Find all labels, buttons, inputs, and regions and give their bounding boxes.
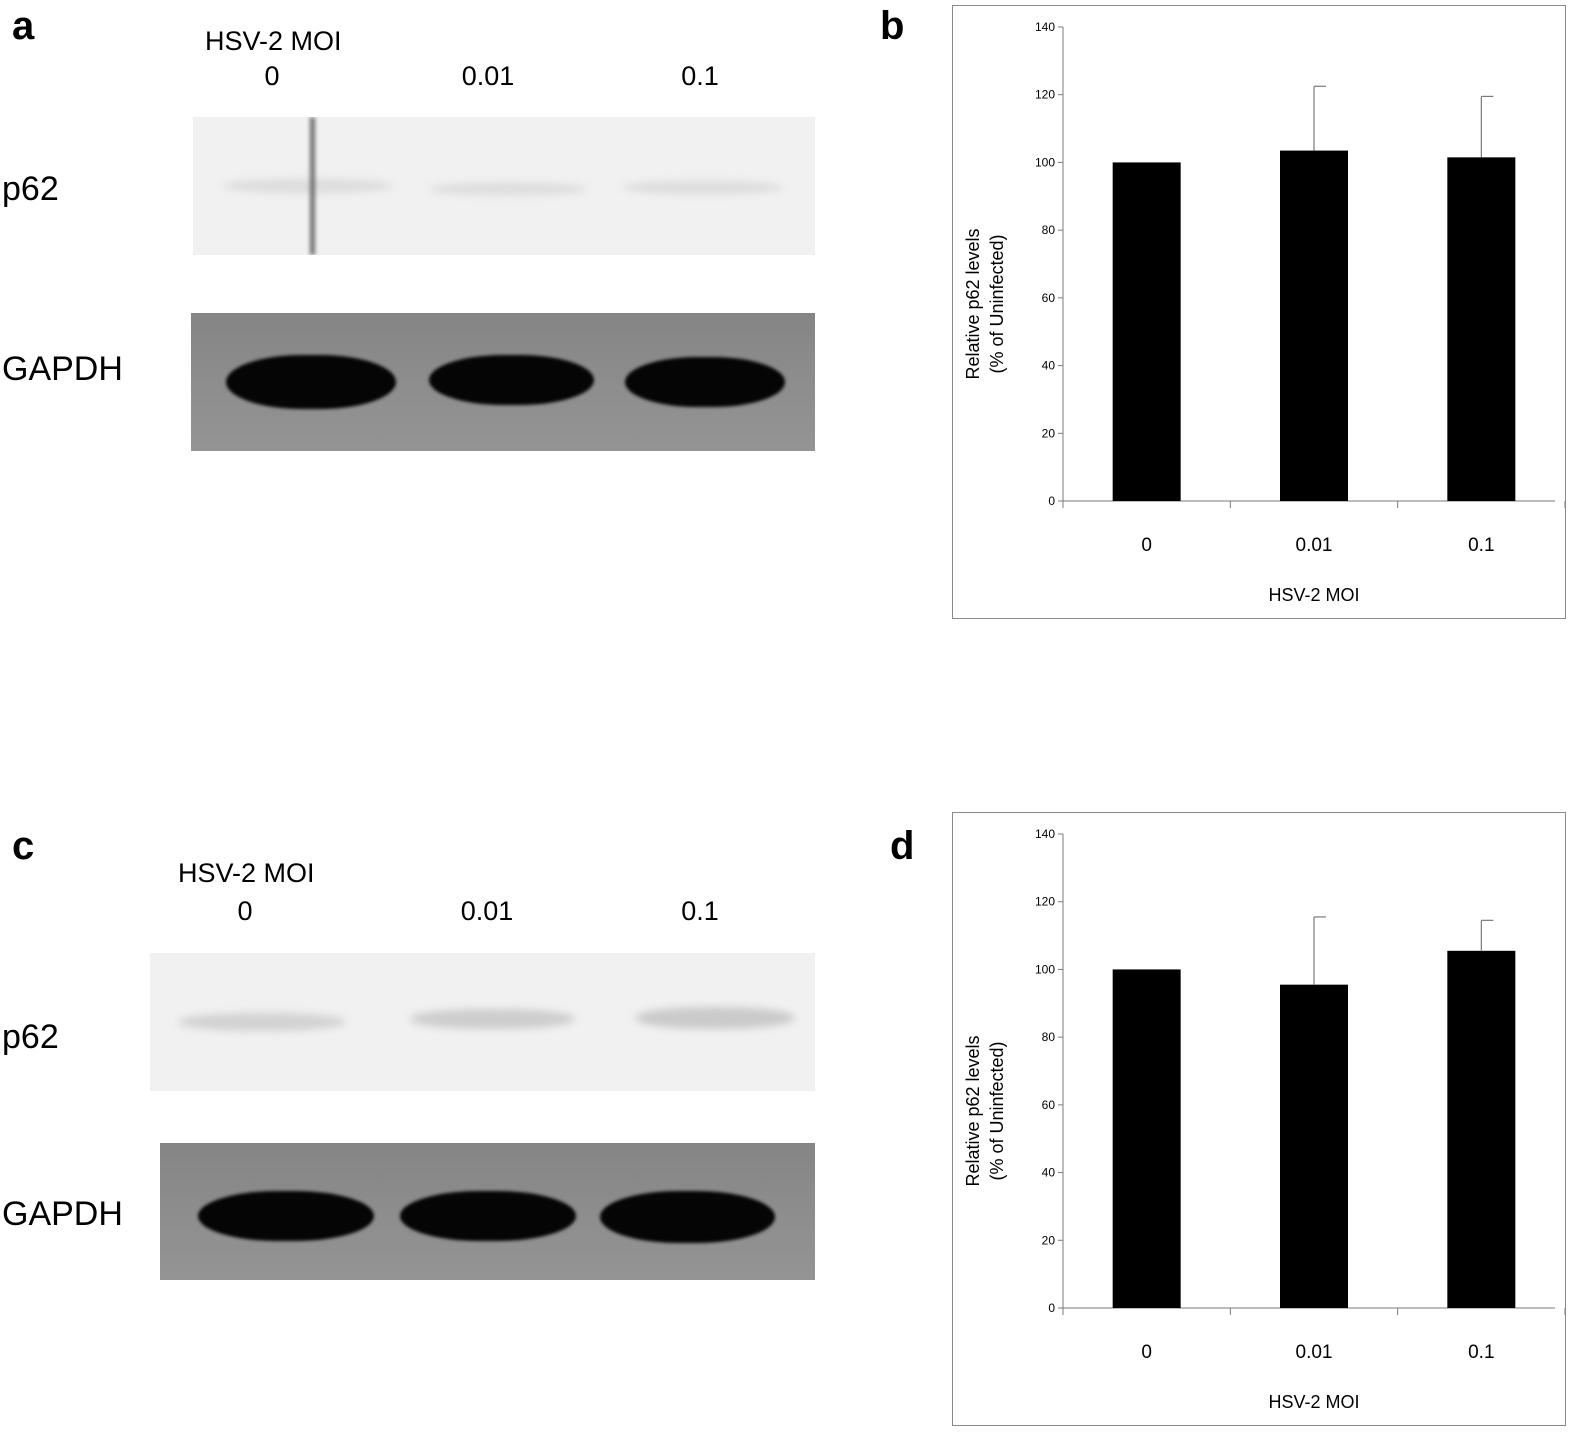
chart-d-y-tick-label-5: 100 bbox=[1035, 962, 1055, 976]
chart-d-y-label-line2: (% of Uninfected) bbox=[987, 1041, 1007, 1180]
chart-b-x-tick-label-0: 0 bbox=[1141, 535, 1152, 556]
blot-a-header: HSV-2 MOI bbox=[205, 26, 342, 56]
chart-d-bar-0 bbox=[1112, 969, 1181, 1308]
chart-d-x-tick-label-2: 0.1 bbox=[1468, 1342, 1494, 1363]
chart-d-y-tick-label-0: 0 bbox=[1048, 1301, 1055, 1315]
chart-d-x-tick-label-0: 0 bbox=[1141, 1342, 1152, 1363]
blot-c-gapdh-band-1 bbox=[198, 1191, 374, 1241]
blot-a-p62-band-2 bbox=[428, 183, 588, 195]
chart-b-y-tick-label-5: 100 bbox=[1035, 155, 1055, 169]
chart-b-y-tick-label-6: 120 bbox=[1035, 88, 1055, 102]
blot-c-gapdh-strip bbox=[160, 1143, 815, 1280]
blot-a-gapdh-band-1 bbox=[226, 355, 396, 409]
chart-d-y-tick-label-6: 120 bbox=[1035, 895, 1055, 909]
panel-label-a: a bbox=[12, 4, 35, 48]
chart-b-y-tick-label-7: 140 bbox=[1035, 20, 1055, 34]
chart-b-x-tick-label-2: 0.1 bbox=[1468, 535, 1494, 556]
chart-d-x-tick-label-1: 0.01 bbox=[1296, 1342, 1333, 1363]
blot-a-row-p62: p62 bbox=[2, 170, 59, 208]
blot-a-lane-1: 0 bbox=[264, 61, 280, 91]
chart-d-x-label: HSV-2 MOI bbox=[1268, 1392, 1359, 1412]
chart-b-y-tick-label-2: 40 bbox=[1042, 359, 1056, 373]
chart-b-y-label-line2: (% of Uninfected) bbox=[987, 234, 1007, 373]
chart-b-y-tick-label-3: 60 bbox=[1042, 291, 1056, 305]
blot-c-lane-2: 0.01 bbox=[460, 896, 514, 926]
chart-d-y-tick-label-2: 40 bbox=[1042, 1166, 1056, 1180]
chart-d-bar-2 bbox=[1447, 950, 1516, 1308]
blot-c-p62-strip bbox=[150, 953, 815, 1091]
chart-b-y-label-line1: Relative p62 levels bbox=[963, 228, 983, 379]
blot-c-header: HSV-2 MOI bbox=[178, 858, 315, 888]
blot-c-row-p62: p62 bbox=[2, 1018, 59, 1056]
chart-d-y-tick-label-4: 80 bbox=[1042, 1030, 1056, 1044]
chart-b-y-tick-label-1: 20 bbox=[1042, 426, 1056, 440]
chart-d-frame: 0 20 40 60 80 100 120 140 0 0.01 0.1 HSV-2 MOI Relat… bbox=[952, 812, 1566, 1426]
blot-a-p62-band-1 bbox=[223, 179, 393, 193]
blot-c-gapdh-band-3 bbox=[600, 1191, 775, 1243]
blot-c-lane-3: 0.1 bbox=[681, 896, 719, 926]
chart-b-y-tick-label-0: 0 bbox=[1048, 494, 1055, 508]
chart-d-bar-1 bbox=[1280, 984, 1348, 1308]
chart-d-y-tick-label-1: 20 bbox=[1042, 1233, 1056, 1247]
blot-a-p62-strip bbox=[193, 117, 815, 255]
blot-a-gapdh-strip bbox=[191, 313, 815, 451]
chart-b-y-tick-label-4: 80 bbox=[1042, 223, 1056, 237]
blot-c-p62-band-2 bbox=[410, 1009, 575, 1029]
blot-a-p62-band-3 bbox=[623, 181, 783, 194]
blot-a-lane-2: 0.01 bbox=[461, 61, 515, 91]
blot-a-lane-3: 0.1 bbox=[681, 61, 719, 91]
blot-c-p62-band-1 bbox=[178, 1013, 346, 1031]
blot-a-row-gapdh: GAPDH bbox=[2, 350, 123, 388]
chart-b-bar-0 bbox=[1112, 162, 1181, 501]
blot-c-p62-band-3 bbox=[635, 1007, 795, 1029]
blot-c-gapdh-band-2 bbox=[400, 1191, 576, 1241]
chart-b-bar-1 bbox=[1280, 150, 1348, 502]
panel-label-b: b bbox=[880, 4, 905, 48]
blot-a-streak bbox=[310, 117, 315, 255]
chart-d-y-tick-label-7: 140 bbox=[1035, 827, 1055, 841]
chart-b-x-tick-label-1: 0.01 bbox=[1296, 535, 1333, 556]
chart-b-bar-2 bbox=[1447, 157, 1516, 501]
chart-d: 0 20 40 60 80 100 120 140 0 0.01 0.1 HSV-2 MOI Relat… bbox=[963, 827, 1566, 1412]
blot-c-row-gapdh: GAPDH bbox=[2, 1195, 123, 1233]
chart-b: 0 20 40 60 80 100 120 140 0 0.01 0.1 HSV-2 MOI Relat… bbox=[963, 20, 1566, 605]
chart-b-frame: 0 20 40 60 80 100 120 140 0 0.01 0.1 HSV-2 MOI Relat… bbox=[952, 5, 1566, 619]
blot-c-lane-1: 0 bbox=[237, 896, 253, 926]
chart-b-x-label: HSV-2 MOI bbox=[1268, 585, 1359, 605]
panel-label-d: d bbox=[890, 824, 915, 868]
panel-label-c: c bbox=[12, 824, 35, 868]
chart-d-y-tick-label-3: 60 bbox=[1042, 1098, 1056, 1112]
blot-a-gapdh-band-2 bbox=[429, 355, 594, 405]
chart-d-y-label-line1: Relative p62 levels bbox=[963, 1035, 983, 1186]
blot-a-gapdh-band-3 bbox=[625, 357, 785, 407]
